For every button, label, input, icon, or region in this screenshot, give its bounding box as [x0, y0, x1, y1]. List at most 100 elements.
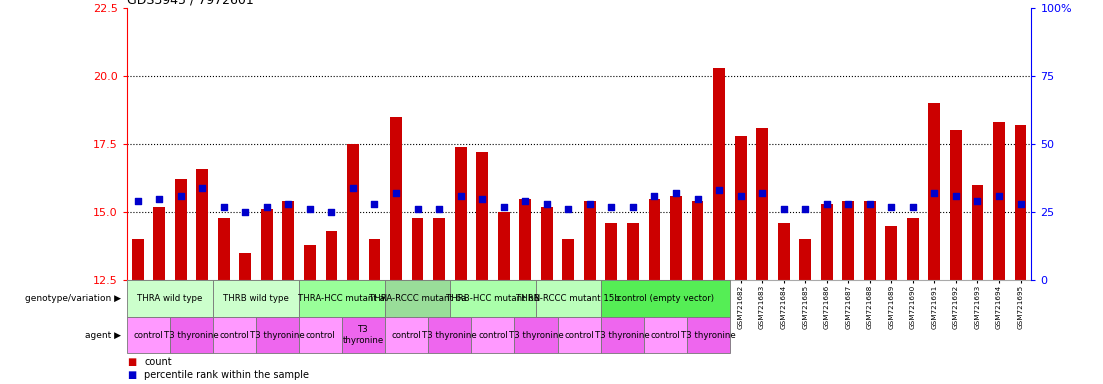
Point [322, 209, 340, 215]
Bar [670, 196, 682, 280]
Bar [606, 223, 618, 280]
Bar [644, 317, 687, 353]
Point [452, 193, 470, 199]
Point [774, 206, 792, 212]
Point [688, 195, 706, 202]
Bar [993, 122, 1005, 280]
Bar [390, 117, 401, 280]
Bar [649, 199, 661, 280]
Text: ■: ■ [127, 371, 136, 381]
Bar [557, 317, 601, 353]
Bar [601, 317, 644, 353]
Bar [601, 280, 730, 317]
Text: T3 thyronine: T3 thyronine [164, 331, 218, 339]
Bar [153, 207, 165, 280]
Bar [342, 317, 385, 353]
Bar [304, 245, 315, 280]
Bar [714, 68, 725, 280]
Point [193, 185, 211, 191]
Bar [127, 280, 213, 317]
Text: genotype/variation ▶: genotype/variation ▶ [25, 294, 121, 303]
Point [1011, 201, 1029, 207]
Bar [520, 199, 532, 280]
Point [172, 193, 190, 199]
Text: control: control [306, 331, 335, 339]
Point [839, 201, 857, 207]
Text: control: control [478, 331, 507, 339]
Point [387, 190, 405, 196]
Point [710, 187, 728, 194]
Text: T3 thyronine: T3 thyronine [422, 331, 478, 339]
Text: control: control [565, 331, 593, 339]
Point [344, 185, 362, 191]
Bar [213, 280, 299, 317]
Text: THRB-RCCC mutant 15b: THRB-RCCC mutant 15b [516, 294, 620, 303]
Bar [583, 201, 596, 280]
Bar [735, 136, 747, 280]
Bar [864, 201, 876, 280]
Point [645, 193, 663, 199]
Text: THRA-HCC mutant al: THRA-HCC mutant al [298, 294, 387, 303]
Bar [213, 317, 256, 353]
Bar [454, 147, 467, 280]
Bar [170, 317, 213, 353]
Bar [282, 201, 295, 280]
Bar [471, 317, 514, 353]
Bar [174, 179, 186, 280]
Point [215, 204, 233, 210]
Text: control: control [392, 331, 421, 339]
Text: count: count [144, 357, 172, 367]
Bar [256, 317, 299, 353]
Bar [800, 239, 811, 280]
Point [473, 195, 491, 202]
Point [968, 198, 986, 204]
Text: T3 thyronine: T3 thyronine [508, 331, 564, 339]
Bar [385, 280, 450, 317]
Bar [497, 212, 510, 280]
Point [279, 201, 297, 207]
Point [947, 193, 965, 199]
Text: GDS3945 / 7972601: GDS3945 / 7972601 [127, 0, 254, 7]
Point [150, 195, 168, 202]
Bar [950, 130, 962, 280]
Bar [131, 239, 143, 280]
Point [904, 204, 922, 210]
Bar [972, 185, 984, 280]
Bar [886, 226, 897, 280]
Bar [514, 317, 557, 353]
Bar [325, 231, 338, 280]
Bar [428, 317, 471, 353]
Bar [196, 169, 208, 280]
Point [624, 204, 642, 210]
Bar [907, 218, 919, 280]
Point [882, 204, 900, 210]
Point [990, 193, 1008, 199]
Point [301, 206, 319, 212]
Text: THRB wild type: THRB wild type [223, 294, 289, 303]
Text: percentile rank within the sample: percentile rank within the sample [144, 371, 310, 381]
Bar [385, 317, 428, 353]
Bar [563, 239, 575, 280]
Point [796, 206, 814, 212]
Point [667, 190, 685, 196]
Bar [778, 223, 790, 280]
Bar [299, 317, 342, 353]
Text: T3 thyronine: T3 thyronine [595, 331, 650, 339]
Bar [1015, 125, 1027, 280]
Bar [536, 280, 601, 317]
Point [602, 204, 620, 210]
Bar [261, 209, 272, 280]
Point [861, 201, 879, 207]
Bar [540, 207, 553, 280]
Point [409, 206, 427, 212]
Point [366, 201, 384, 207]
Text: ■: ■ [127, 357, 136, 367]
Bar [929, 103, 941, 280]
Point [430, 206, 448, 212]
Bar [127, 317, 170, 353]
Bar [476, 152, 489, 280]
Text: THRA wild type: THRA wild type [137, 294, 203, 303]
Bar [217, 218, 229, 280]
Text: THRB-HCC mutant bN: THRB-HCC mutant bN [446, 294, 540, 303]
Bar [347, 144, 358, 280]
